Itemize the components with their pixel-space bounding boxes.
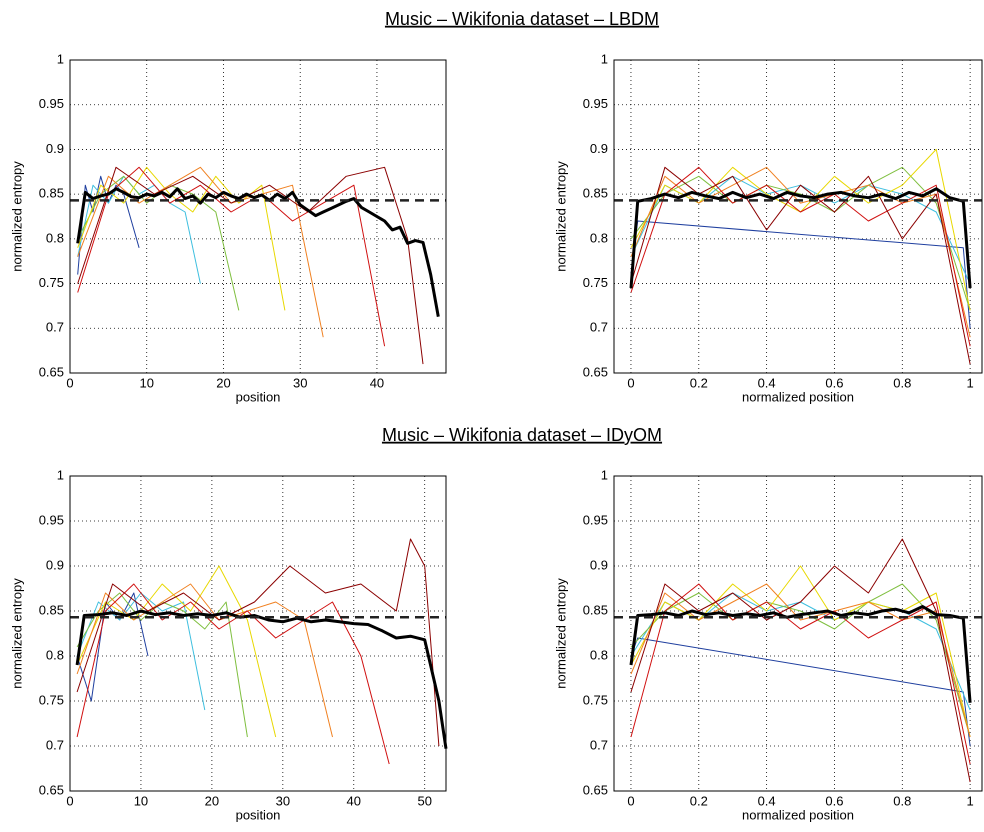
y-tick-label: 0.9 xyxy=(46,557,64,572)
y-tick-label: 0.85 xyxy=(583,186,608,201)
data-line xyxy=(77,166,424,365)
axes-frame xyxy=(613,475,983,792)
x-tick-label: 0.8 xyxy=(893,375,911,390)
y-tick-label: 0.95 xyxy=(39,512,64,527)
x-tick-label: 20 xyxy=(205,793,219,808)
x-axis-label: position xyxy=(236,807,281,822)
y-tick-label: 0.95 xyxy=(583,96,608,111)
data-line xyxy=(629,187,972,289)
y-tick-label: 0.65 xyxy=(583,364,608,379)
data-line xyxy=(630,166,971,347)
x-axis-label: normalized position xyxy=(742,389,854,404)
y-tick-label: 0.8 xyxy=(46,647,64,662)
x-tick-label: 10 xyxy=(140,375,154,390)
y-tick-label: 0.65 xyxy=(39,782,64,797)
y-tick-label: 0.95 xyxy=(39,96,64,111)
y-tick-label: 0.85 xyxy=(39,602,64,617)
x-tick-label: 0.2 xyxy=(690,793,708,808)
data-line xyxy=(630,637,971,747)
data-line xyxy=(630,565,971,738)
data-line xyxy=(76,565,277,738)
y-tick-label: 0.8 xyxy=(590,647,608,662)
x-tick-label: 0 xyxy=(627,793,634,808)
y-tick-label: 1 xyxy=(57,51,64,66)
y-axis-label: normalized entropy xyxy=(553,161,568,272)
data-line xyxy=(76,583,390,765)
data-line xyxy=(630,148,971,311)
axes-frame xyxy=(69,59,447,374)
axes-frame xyxy=(69,475,447,792)
y-tick-label: 0.95 xyxy=(583,512,608,527)
data-line xyxy=(76,187,440,317)
x-tick-label: 40 xyxy=(370,375,384,390)
x-tick-label: 50 xyxy=(417,793,431,808)
plot-area xyxy=(69,59,446,374)
y-tick-label: 0.7 xyxy=(46,737,64,752)
y-tick-label: 0.75 xyxy=(583,692,608,707)
x-tick-label: 1 xyxy=(967,375,974,390)
x-tick-label: 30 xyxy=(276,793,290,808)
data-line xyxy=(630,166,971,311)
x-tick-label: 0.4 xyxy=(758,793,776,808)
x-axis-label: position xyxy=(236,389,281,404)
y-tick-label: 0.65 xyxy=(39,364,64,379)
x-tick-label: 40 xyxy=(347,793,361,808)
data-line xyxy=(630,166,971,365)
y-tick-label: 0.8 xyxy=(590,230,608,245)
x-tick-label: 10 xyxy=(134,793,148,808)
data-line xyxy=(75,609,448,749)
y-tick-label: 0.85 xyxy=(39,186,64,201)
x-tick-label: 0 xyxy=(627,375,634,390)
x-tick-label: 0.2 xyxy=(690,375,708,390)
plot-area xyxy=(69,475,448,792)
chart-title: Music – Wikifonia dataset – IDyOM xyxy=(382,425,662,445)
x-tick-label: 0.6 xyxy=(825,793,843,808)
y-tick-label: 1 xyxy=(57,467,64,482)
axes-frame xyxy=(613,59,983,374)
data-line xyxy=(630,583,971,738)
y-tick-label: 1 xyxy=(601,467,608,482)
chart-title: Music – Wikifonia dataset – LBDM xyxy=(385,9,659,29)
y-tick-label: 0.9 xyxy=(590,557,608,572)
x-tick-label: 0 xyxy=(66,793,73,808)
y-axis-label: normalized entropy xyxy=(553,578,568,689)
y-tick-label: 0.8 xyxy=(46,230,64,245)
x-axis-label: normalized position xyxy=(742,807,854,822)
y-tick-label: 0.9 xyxy=(590,141,608,156)
data-line xyxy=(76,592,149,702)
data-line xyxy=(630,220,971,329)
x-tick-label: 0 xyxy=(66,375,73,390)
y-tick-label: 0.65 xyxy=(583,782,608,797)
data-line xyxy=(630,175,971,284)
data-line xyxy=(76,538,440,747)
x-tick-label: 0.4 xyxy=(758,375,776,390)
y-tick-label: 0.85 xyxy=(583,602,608,617)
plot-area xyxy=(614,475,982,792)
y-axis-label: normalized entropy xyxy=(9,578,24,689)
y-tick-label: 0.7 xyxy=(590,737,608,752)
data-line xyxy=(630,583,971,765)
y-tick-label: 0.75 xyxy=(583,275,608,290)
y-tick-label: 0.7 xyxy=(590,320,608,335)
y-tick-label: 0.75 xyxy=(39,692,64,707)
y-tick-label: 0.75 xyxy=(39,275,64,290)
data-line xyxy=(630,538,971,783)
y-tick-label: 1 xyxy=(601,51,608,66)
x-tick-label: 0.6 xyxy=(825,375,843,390)
x-tick-label: 30 xyxy=(293,375,307,390)
plot-area xyxy=(614,59,982,374)
data-line xyxy=(76,583,333,738)
y-tick-label: 0.7 xyxy=(46,320,64,335)
data-line xyxy=(629,605,972,703)
data-line xyxy=(630,166,971,338)
x-tick-label: 1 xyxy=(967,793,974,808)
y-tick-label: 0.9 xyxy=(46,141,64,156)
y-axis-label: normalized entropy xyxy=(9,161,24,272)
x-tick-label: 20 xyxy=(216,375,230,390)
x-tick-label: 0.8 xyxy=(893,793,911,808)
